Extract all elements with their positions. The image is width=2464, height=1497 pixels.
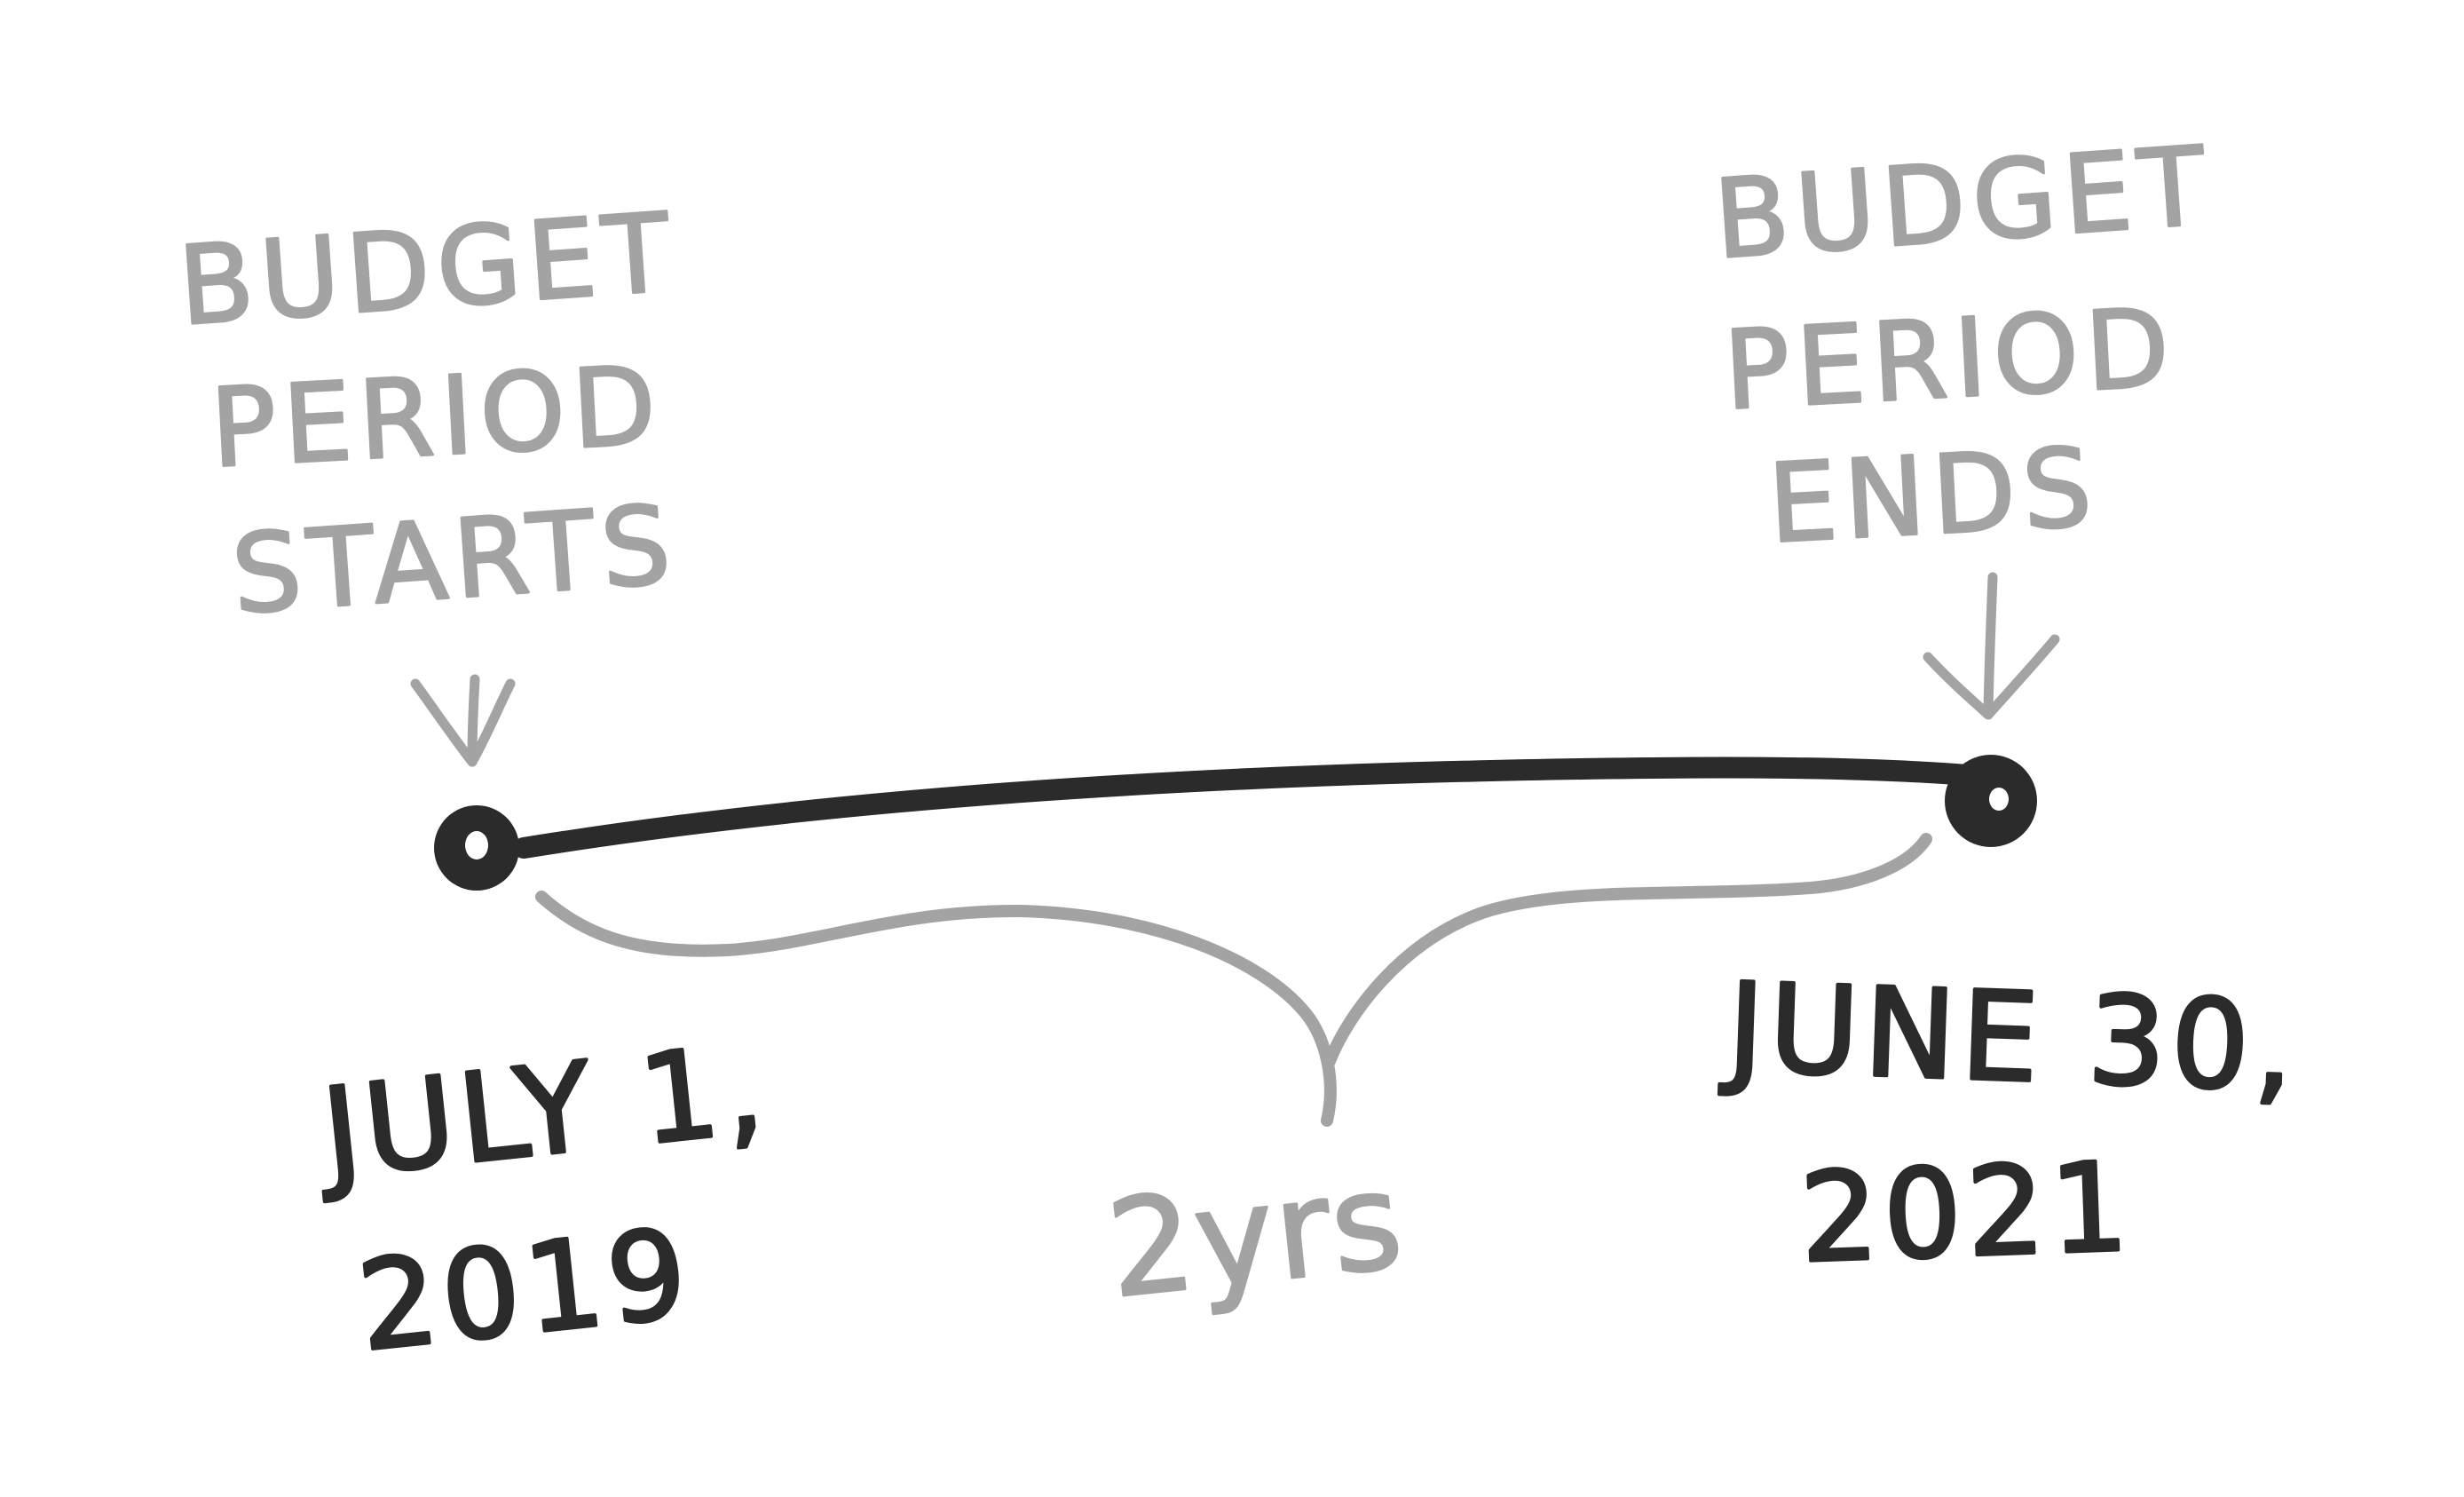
start-date-line-2: 2019 (352, 1201, 699, 1378)
duration-label: 2yrs (1102, 1144, 1410, 1328)
duration-brace (535, 833, 1932, 1127)
start-note-line-1: BUDGET (175, 189, 681, 350)
start-date: JULY 1, 2019 (308, 1015, 777, 1381)
timeline (434, 755, 2037, 891)
end-annotation: BUDGET PERIOD ENDS (1710, 122, 2218, 569)
start-date-line-1: JULY 1, (310, 1017, 775, 1206)
start-point-marker (434, 805, 519, 891)
end-arrow-icon (1923, 572, 2060, 720)
start-note-line-2: PERIOD (208, 342, 666, 491)
end-date-line-2: 2021 (1798, 1136, 2136, 1290)
end-note-line-2: PERIOD (1721, 284, 2179, 433)
start-annotation: BUDGET PERIOD STARTS (174, 188, 683, 640)
start-note-line-3: STARTS (228, 481, 681, 638)
end-point-marker (1945, 755, 2037, 847)
end-date: JUNE 30, 2021 (1717, 954, 2303, 1292)
end-date-line-1: JUNE 30, (1718, 956, 2302, 1120)
timeline-line (513, 756, 1999, 859)
start-arrow-icon (410, 674, 516, 767)
end-note-line-1: BUDGET (1710, 123, 2216, 283)
end-note-line-3: ENDS (1765, 424, 2102, 567)
